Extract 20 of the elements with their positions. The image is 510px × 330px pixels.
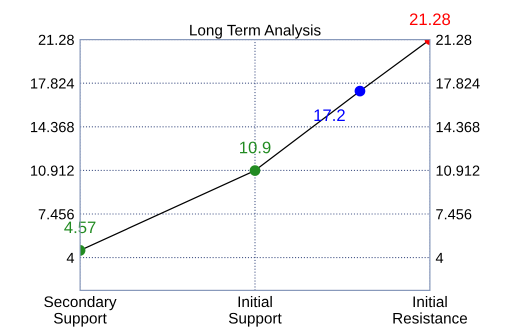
y-tick-label: 7.456 <box>38 209 74 220</box>
chart-title: Long Term Analysis <box>190 24 321 39</box>
y2-tick-label: 21.28 <box>436 34 472 46</box>
y2-tick-label: 17.824 <box>436 78 480 89</box>
y2-tick-label: 10.912 <box>436 166 480 176</box>
y2-tick-label: 4 <box>436 252 444 263</box>
y-tick-label: 4 <box>66 252 74 263</box>
x-tick-label: Initial Support <box>228 296 282 327</box>
y-tick-label: 14.368 <box>31 122 74 132</box>
y2-tick-label: 7.456 <box>436 209 472 220</box>
point <box>354 86 366 96</box>
data-label: 10.9 <box>240 142 270 154</box>
y-tick-label: 17.824 <box>31 78 74 89</box>
data-label: 21.28 <box>410 13 450 26</box>
x-tick-label: Secondary Support <box>44 296 117 327</box>
point <box>250 165 260 176</box>
y2-tick-label: 14.368 <box>436 122 480 132</box>
y-tick-label: 10.912 <box>31 166 74 176</box>
y-tick-label: 21.28 <box>38 34 74 46</box>
x-tick-label: Initial Resistance <box>393 296 468 324</box>
